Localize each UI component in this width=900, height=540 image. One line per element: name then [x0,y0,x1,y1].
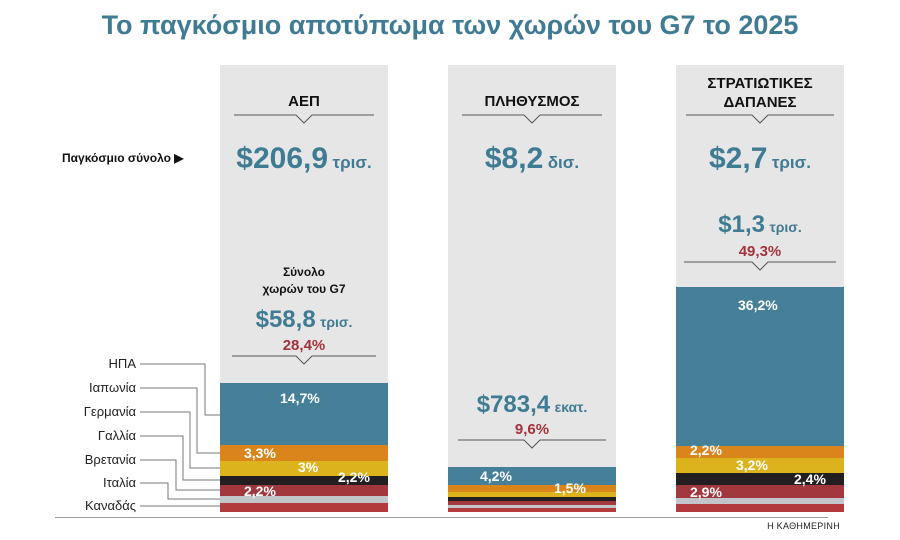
population-g7-unit: εκατ. [554,399,588,415]
country-label-japan: Ιαπωνία [89,380,136,395]
military-g7-value: $1,3 [718,211,765,238]
country-label-germany: Γερμανία [83,404,136,419]
population-segment-usa [448,467,616,485]
military-world-total: $2,7 τρισ. [676,142,844,176]
gdp-segment-canada [220,503,388,512]
gdp-column-title: ΑΕΠ [288,93,320,110]
gdp-segment-uk [220,485,388,496]
population-segment-italy [448,505,616,508]
military-label-uk: 2,9% [690,484,722,500]
gdp-label-japan: 3,3% [244,445,276,461]
leader-line-france [140,435,220,481]
population-world-unit: δισ. [547,153,580,172]
military-column-title-line2: ΔΑΠΑΝΕΣ [723,94,797,111]
gdp-world-total: $206,9 τρισ. [220,142,388,176]
military-segment-canada [676,504,844,512]
gdp-label-uk: 2,2% [244,483,276,499]
g7-total-label: Σύνολο χωρών του G7 [220,264,388,298]
military-g7-total: $1,3 τρισ. [676,211,844,239]
gdp-segment-germany [220,461,388,476]
world-total-label: Παγκόσμιο σύνολο ▶ [62,151,184,165]
military-world-unit: τρισ. [771,153,812,172]
country-label-usa: ΗΠΑ [108,356,136,371]
gdp-g7-unit: τρισ. [320,314,353,330]
gdp-segment-france [220,476,388,485]
military-label-japan: 2,2% [690,442,722,458]
gdp-title-divider [234,114,374,124]
military-segment-usa [676,287,844,446]
military-g7-divider [684,261,836,271]
gdp-label-germany: 3% [298,459,319,475]
gdp-column: ΑΕΠ $206,9 τρισ. Σύνολο χωρών του G7 $58… [220,65,388,512]
triangle-right-icon: ▶ [174,151,184,165]
country-label-france: Γαλλία [97,428,136,443]
chart-title: Το παγκόσμιο αποτύπωμα των χωρών του G7 … [101,10,799,40]
population-column-title: ΠΛΗΘΥΣΜΟΣ [484,93,580,110]
population-column: ΠΛΗΘΥΣΜΟΣ $8,2 δισ. $783,4 εκατ. 9,6% 4,… [448,65,616,512]
military-world-value: $2,7 [708,142,768,175]
population-segment-uk [448,501,616,505]
military-segment-germany [676,458,844,473]
population-g7-share: 9,6% [514,421,550,438]
leader-line-uk [140,459,220,491]
population-g7-total: $783,4 εκατ. [448,391,616,419]
population-label-japan: 1,5% [554,480,586,496]
gdp-g7-share: 28,4% [282,337,326,354]
military-label-germany: 3,2% [736,457,768,473]
population-g7-value: $783,4 [476,391,551,418]
population-segment-japan [448,485,616,492]
population-title-divider [462,114,602,124]
gdp-world-unit: τρισ. [332,153,372,172]
gdp-segment-japan [220,445,388,461]
gdp-g7-value: $58,8 [255,306,316,333]
gdp-label-france: 2,2% [338,469,370,485]
leader-line-germany [140,411,220,469]
military-segment-france [676,473,844,485]
footer-divider [55,517,828,518]
military-column-title-line1: ΣΤΡΑΤΙΩΤΙΚΕΣ [707,75,813,92]
leader-line-usa [140,363,220,416]
source-credit: Η ΚΑΘΗΜΕΡΙΝΗ [767,521,840,531]
leader-line-japan [140,387,220,454]
country-label-italy: Ιταλία [103,475,136,490]
population-segment-canada [448,508,616,512]
population-segment-germany [448,492,616,497]
military-g7-share: 49,3% [738,243,782,260]
gdp-label-usa: 14,7% [280,390,320,406]
g7-total-label-line2: χωρών του G7 [262,282,346,296]
population-segment-france [448,497,616,501]
gdp-segment-italy [220,496,388,503]
population-world-value: $8,2 [484,142,544,175]
military-g7-unit: τρισ. [769,219,802,235]
gdp-segment-usa [220,383,388,445]
military-column: ΣΤΡΑΤΙΩΤΙΚΕΣ ΔΑΠΑΝΕΣ $2,7 τρισ. $1,3 τρι… [676,65,844,512]
leader-line-italy [140,482,220,500]
gdp-world-value: $206,9 [236,142,329,175]
population-label-usa: 4,2% [480,468,512,484]
military-segment-japan [676,446,844,458]
population-g7-divider [458,439,606,449]
world-total-label-text: Παγκόσμιο σύνολο [62,151,171,165]
military-title-divider [686,114,834,124]
military-segment-italy [676,498,844,504]
country-label-uk: Βρετανία [84,452,136,467]
military-label-france: 2,4% [794,471,826,487]
country-label-canada: Καναδάς [84,498,136,513]
g7-total-label-line1: Σύνολο [282,265,326,279]
military-segment-uk [676,485,844,498]
population-world-total: $8,2 δισ. [448,142,616,176]
gdp-g7-divider [232,355,376,365]
military-label-usa: 36,2% [738,297,778,313]
gdp-g7-total: $58,8 τρισ. [220,306,388,334]
